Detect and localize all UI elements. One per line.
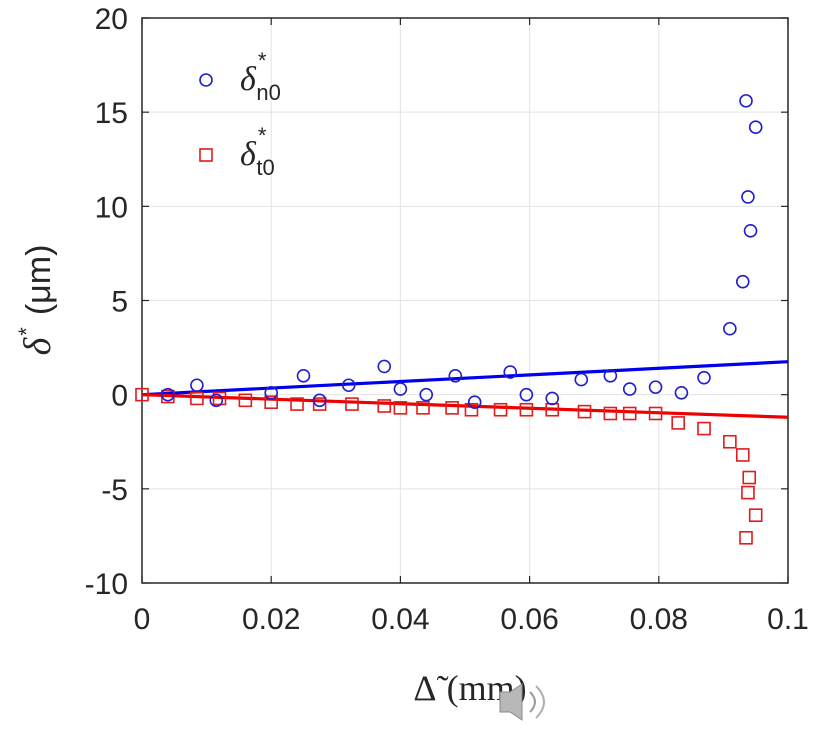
point-t0 — [345, 397, 359, 411]
point-n0 — [739, 94, 753, 108]
point-t0 — [519, 402, 534, 417]
point-t0 — [264, 395, 279, 410]
point-n0 — [341, 378, 356, 393]
point-t0 — [742, 470, 757, 485]
legend-n0-sub: n0 — [256, 80, 280, 105]
x-tick-label: 0.02 — [242, 603, 300, 636]
axes — [141, 17, 789, 584]
point-n0 — [697, 370, 711, 385]
legend-entry-t0: δ* t0 — [199, 123, 275, 180]
point-n0 — [312, 393, 327, 408]
tick-labels: 0 0.02 0.04 0.06 0.08 0.1 -10 -5 0 5 10 15 20 — [85, 3, 809, 636]
y-axis-label: δ* (μm) — [14, 245, 59, 356]
y-tick-label: 0 — [111, 380, 128, 413]
x-label-symbol: Δ̃ — [413, 668, 448, 708]
y-label-symbol: δ — [17, 336, 59, 355]
point-t0 — [377, 399, 392, 413]
point-t0 — [238, 393, 253, 408]
y-tick-label: -5 — [101, 474, 128, 507]
point-n0 — [574, 372, 589, 387]
y-tick-label: 15 — [95, 97, 128, 130]
point-t0 — [290, 397, 304, 411]
legend-n0-sup: * — [258, 48, 267, 73]
point-n0 — [648, 380, 663, 394]
y-tick-label: -10 — [85, 568, 128, 601]
point-t0 — [135, 387, 149, 402]
point-n0 — [723, 321, 737, 336]
point-t0 — [190, 391, 204, 406]
legend: δ* n0 δ* t0 — [199, 48, 281, 180]
legend-marker-circle — [199, 73, 213, 87]
fit-line-series-0 — [141, 360, 789, 397]
point-n0 — [448, 369, 463, 383]
point-n0 — [264, 385, 279, 400]
point-t0 — [723, 434, 737, 449]
point-t0 — [416, 401, 430, 415]
point-n0 — [743, 224, 758, 238]
point-n0 — [161, 387, 175, 402]
y-label-sup: * — [14, 327, 39, 336]
markers — [135, 94, 763, 545]
point-t0 — [735, 448, 750, 462]
point-t0 — [393, 401, 408, 415]
point-n0 — [393, 382, 408, 396]
point-t0 — [648, 406, 663, 421]
point-n0 — [377, 359, 392, 374]
point-t0 — [577, 404, 592, 419]
svg-text:δ*n0: δ* n0 — [240, 48, 281, 105]
x-tick-label: 0.08 — [630, 603, 688, 636]
svg-text:δ*t0: δ* t0 — [240, 123, 275, 180]
point-t0 — [697, 421, 711, 436]
point-t0 — [312, 397, 327, 411]
legend-t0-main: δ — [240, 136, 257, 173]
point-t0 — [748, 508, 763, 523]
y-tick-label: 10 — [95, 191, 128, 224]
x-tick-label: 0.1 — [767, 603, 809, 636]
point-n0 — [503, 365, 518, 379]
legend-entry-n0: δ* n0 — [199, 48, 281, 105]
point-t0 — [603, 406, 618, 421]
point-n0 — [467, 395, 482, 410]
point-t0 — [671, 416, 685, 430]
point-n0 — [209, 393, 224, 408]
legend-marker-square — [199, 148, 213, 162]
point-n0 — [296, 369, 311, 383]
point-t0 — [493, 402, 508, 417]
point-n0 — [519, 387, 534, 402]
point-n0 — [741, 190, 755, 204]
legend-t0-sup: * — [258, 123, 267, 148]
y-tick-label: 5 — [111, 286, 128, 319]
point-n0 — [419, 387, 434, 402]
point-t0 — [445, 401, 459, 415]
y-tick-label: 20 — [95, 3, 128, 36]
point-n0 — [748, 120, 763, 135]
legend-n0-main: δ — [240, 61, 257, 98]
point-n0 — [622, 382, 637, 396]
y-label-unit: (μm) — [20, 245, 58, 316]
point-t0 — [739, 530, 753, 545]
point-n0 — [603, 369, 618, 383]
point-t0 — [464, 402, 479, 417]
legend-t0-sub: t0 — [256, 155, 274, 180]
x-tick-label: 0.04 — [371, 603, 429, 636]
point-n0 — [674, 385, 689, 400]
point-n0 — [545, 391, 560, 406]
svg-text:δ*(μm): δ* (μm) — [14, 245, 59, 356]
x-tick-label: 0.06 — [500, 603, 558, 636]
point-t0 — [622, 406, 637, 421]
point-n0 — [190, 378, 204, 393]
point-n0 — [735, 274, 750, 289]
point-t0 — [741, 485, 755, 500]
speaker-icon[interactable] — [499, 683, 545, 721]
x-tick-label: 0 — [134, 603, 151, 636]
